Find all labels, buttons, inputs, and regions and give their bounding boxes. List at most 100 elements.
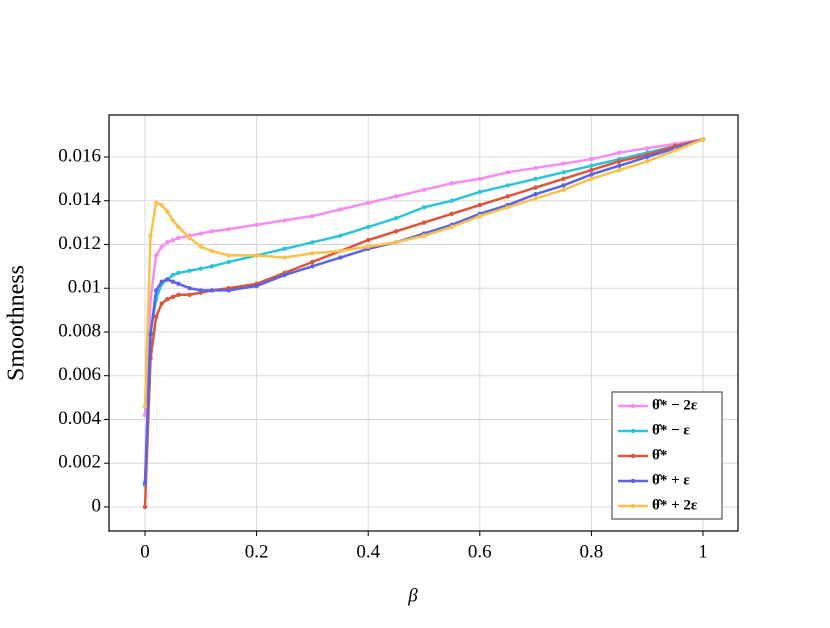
- series-point: [282, 246, 287, 252]
- series-point: [159, 279, 164, 284]
- series-point: [589, 156, 594, 162]
- series-point: [393, 240, 399, 245]
- series-point: [645, 154, 650, 160]
- series-point: [449, 181, 455, 186]
- y-tick-label: 0.006: [58, 364, 101, 385]
- series-point: [198, 266, 203, 271]
- series-point: [226, 288, 231, 293]
- series-point: [187, 292, 192, 297]
- series-point: [366, 224, 371, 230]
- legend-marker: [630, 453, 636, 459]
- legend-label: θ̂* + 2ε: [652, 497, 698, 513]
- series-point: [153, 314, 159, 319]
- series-point: [282, 272, 287, 278]
- series-point: [366, 244, 371, 249]
- series-point: [165, 296, 170, 302]
- series-point: [477, 176, 483, 182]
- series-point: [170, 294, 176, 300]
- series-point: [159, 202, 164, 208]
- series-point: [617, 163, 622, 168]
- series-line: [143, 138, 704, 483]
- series-point: [148, 233, 153, 238]
- y-tick-label: 0.012: [58, 233, 101, 254]
- x-tick-label: 1: [698, 541, 708, 562]
- series-point: [209, 288, 215, 293]
- series-point: [153, 200, 159, 206]
- legend-label: θ̂* − ε: [652, 422, 690, 438]
- series-point: [142, 504, 148, 510]
- series-point: [198, 288, 203, 293]
- series-point: [226, 253, 231, 258]
- series-point: [310, 213, 315, 219]
- series-point: [338, 233, 343, 238]
- series-point: [533, 191, 538, 197]
- series-point: [421, 220, 427, 225]
- series-point: [159, 301, 164, 306]
- series-point: [165, 209, 170, 214]
- y-tick-label: 0.01: [68, 277, 101, 298]
- series-point: [533, 185, 538, 190]
- series-point: [226, 226, 231, 232]
- series-point: [505, 170, 510, 175]
- legend-marker: [630, 478, 636, 484]
- series-point: [310, 259, 315, 265]
- series-point: [589, 167, 594, 173]
- series-point: [533, 165, 538, 171]
- series-point: [254, 283, 259, 289]
- series-point: [700, 137, 706, 142]
- series-point: [617, 150, 622, 155]
- legend-marker: [630, 403, 636, 409]
- series-point: [421, 187, 427, 193]
- legend-marker: [630, 428, 636, 434]
- series-point: [176, 281, 181, 287]
- series-point: [338, 255, 343, 260]
- series-point: [310, 264, 315, 269]
- y-tick-label: 0: [92, 495, 102, 516]
- series-point: [338, 207, 343, 212]
- series-point: [176, 292, 181, 297]
- series-line: [143, 138, 704, 486]
- series-point: [187, 268, 192, 273]
- series-point: [561, 176, 566, 182]
- series-point: [589, 163, 594, 168]
- y-tick-label: 0.016: [58, 145, 101, 166]
- series-point: [589, 172, 594, 177]
- series-point: [282, 255, 287, 260]
- series-point: [198, 244, 203, 249]
- series-point: [421, 233, 427, 238]
- legend-label: θ̂* + ε: [652, 472, 690, 488]
- series-point: [153, 253, 159, 258]
- series-point: [226, 259, 231, 265]
- series-point: [209, 264, 215, 269]
- series-point: [645, 146, 650, 151]
- series-point: [617, 159, 622, 164]
- y-tick-label: 0.008: [58, 320, 101, 341]
- series-line: [143, 138, 704, 507]
- y-tick-label: 0.014: [58, 189, 101, 210]
- series-line: [143, 138, 704, 407]
- series-point: [505, 183, 510, 188]
- legend-label: θ̂* − 2ε: [652, 397, 698, 413]
- series-point: [393, 194, 399, 199]
- series-point: [645, 159, 650, 164]
- y-tick-label: 0.004: [58, 408, 101, 429]
- series-point: [561, 170, 566, 175]
- series-point: [505, 194, 510, 199]
- series-point: [617, 167, 622, 173]
- series-point: [533, 196, 538, 201]
- series-point: [159, 244, 164, 249]
- series-point: [153, 288, 159, 293]
- series-point: [170, 279, 176, 284]
- x-tick-label: 0.8: [580, 541, 604, 562]
- series-point: [366, 237, 371, 243]
- series-point: [165, 277, 170, 282]
- x-axis-label: β: [407, 585, 418, 606]
- series-point: [561, 187, 566, 193]
- series-point: [254, 253, 259, 258]
- series-point: [477, 202, 483, 208]
- series-point: [477, 213, 483, 219]
- legend-label: θ̂*: [652, 447, 667, 463]
- series-point: [209, 229, 215, 234]
- series-point: [505, 205, 510, 210]
